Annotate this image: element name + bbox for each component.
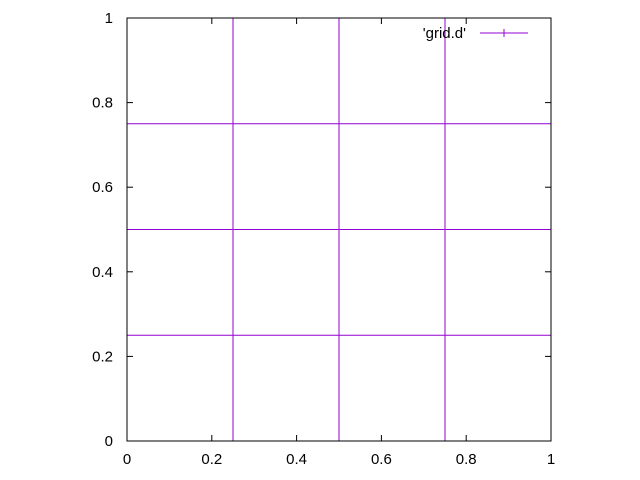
x-tick-label-0: 0 xyxy=(123,451,131,468)
y-tick-label-0: 0 xyxy=(105,433,113,450)
y-tick-label-2: 0.4 xyxy=(92,264,113,281)
x-tick-label-4: 0.8 xyxy=(456,451,477,468)
y-tick-labels: 0 0.2 0.4 0.6 0.8 1 xyxy=(92,10,113,450)
x-tick-label-5: 1 xyxy=(547,451,555,468)
legend-sample-line xyxy=(480,29,528,37)
legend: 'grid.d' xyxy=(423,25,528,42)
series-lines xyxy=(127,18,551,441)
y-tick-label-1: 0.2 xyxy=(92,348,113,365)
x-tick-label-3: 0.6 xyxy=(371,451,392,468)
legend-label: 'grid.d' xyxy=(423,25,466,42)
x-tick-label-2: 0.4 xyxy=(286,451,307,468)
y-tick-label-5: 1 xyxy=(105,10,113,27)
x-tick-label-1: 0.2 xyxy=(201,451,222,468)
y-tick-label-3: 0.6 xyxy=(92,179,113,196)
x-tick-labels: 0 0.2 0.4 0.6 0.8 1 xyxy=(123,451,555,468)
y-tick-label-4: 0.8 xyxy=(92,95,113,112)
plot-border xyxy=(126,17,552,442)
